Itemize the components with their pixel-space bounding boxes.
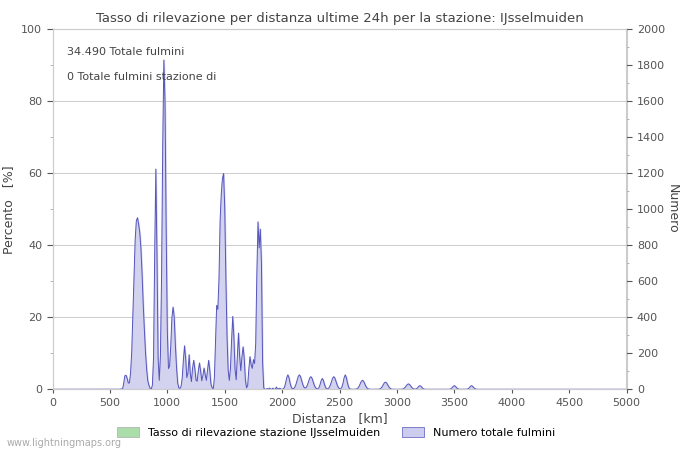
Legend: Tasso di rilevazione stazione IJsselmuiden, Numero totale fulmini: Tasso di rilevazione stazione IJsselmuid… [112,423,560,442]
Text: 0 Totale fulmini stazione di: 0 Totale fulmini stazione di [66,72,216,82]
Y-axis label: Percento   [%]: Percento [%] [3,165,15,253]
Text: www.lightningmaps.org: www.lightningmaps.org [7,438,122,448]
Title: Tasso di rilevazione per distanza ultime 24h per la stazione: IJsselmuiden: Tasso di rilevazione per distanza ultime… [96,12,583,25]
X-axis label: Distanza   [km]: Distanza [km] [292,413,387,425]
Text: 34.490 Totale fulmini: 34.490 Totale fulmini [66,47,184,57]
Y-axis label: Numero: Numero [666,184,679,234]
